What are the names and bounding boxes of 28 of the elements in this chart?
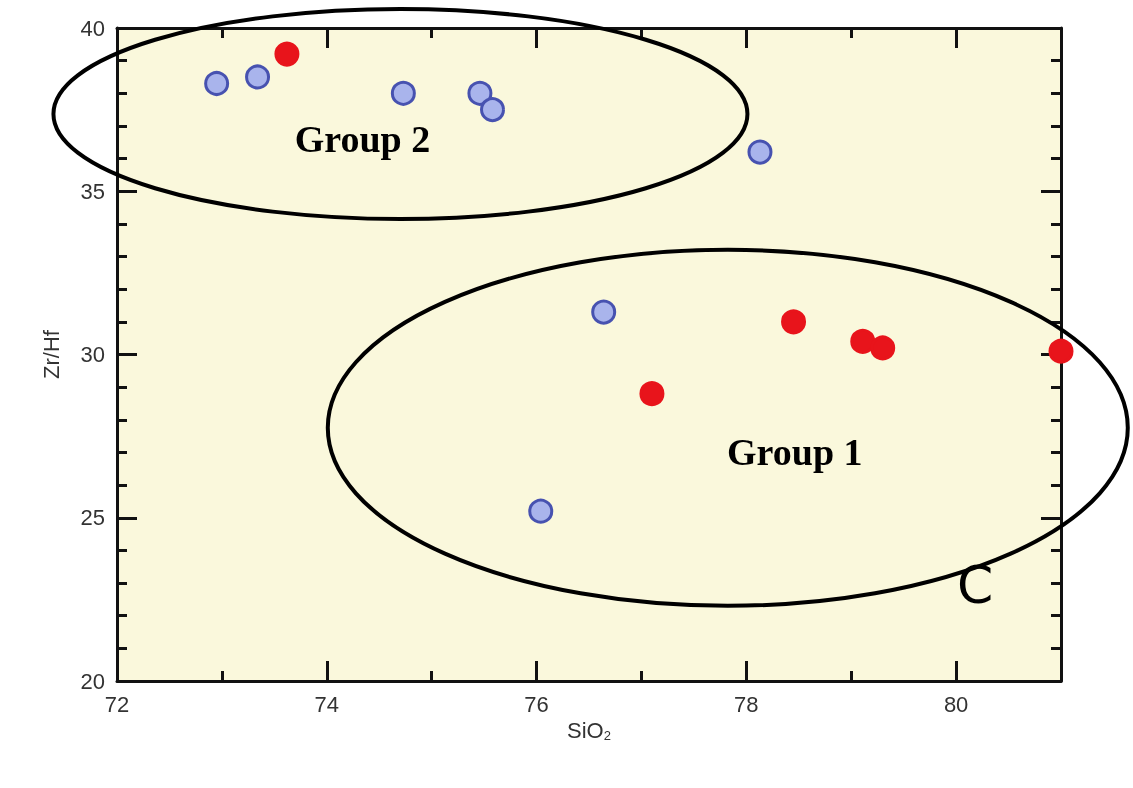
point	[528, 498, 554, 524]
point	[245, 64, 271, 90]
y-tick-label: 40	[80, 15, 105, 41]
y-tick-label: 35	[80, 178, 105, 204]
x-tick-label: 74	[314, 691, 340, 717]
y-tick-label: 30	[80, 342, 105, 367]
point	[467, 80, 493, 106]
point	[1048, 338, 1074, 364]
y-tick-label: 20	[80, 668, 105, 694]
point	[747, 139, 773, 165]
x-tick-label: 78	[734, 691, 759, 717]
point	[390, 80, 416, 106]
point	[639, 381, 665, 407]
y-axis-title: Zr/Hf	[38, 329, 64, 379]
x-tick-label: 76	[524, 691, 549, 717]
point	[870, 335, 896, 361]
point	[480, 97, 505, 123]
point	[781, 309, 807, 335]
point	[274, 41, 300, 67]
x-tick-label: 72	[104, 691, 130, 717]
annotation: Group 2	[294, 118, 431, 161]
point	[850, 328, 876, 354]
x-axis-title: SiO2	[567, 718, 611, 744]
y-tick-label: 25	[80, 505, 105, 531]
annotation: Group 1	[727, 430, 863, 473]
x-tick-label: 80	[943, 691, 969, 717]
point	[591, 299, 617, 325]
point	[204, 71, 230, 96]
